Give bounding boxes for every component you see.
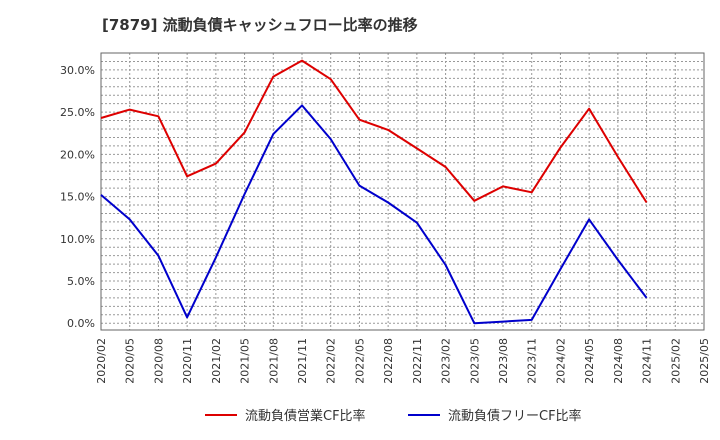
x-tick-label: 2024/11 (641, 338, 654, 384)
y-tick-label: 10.0% (60, 233, 95, 246)
x-tick-label: 2020/11 (181, 338, 194, 384)
x-tick-label: 2020/08 (152, 338, 165, 384)
x-tick-label: 2021/08 (267, 338, 280, 384)
x-tick-label: 2021/02 (210, 338, 223, 384)
x-tick-label: 2025/02 (669, 338, 682, 384)
legend: 流動負債営業CF比率 流動負債フリーCF比率 (205, 408, 582, 424)
chart-title: [7879] 流動負債キャッシュフロー比率の推移 (102, 16, 418, 34)
x-axis-ticks: 2020/02 2020/05 2020/08 2020/11 2021/02 2021/… (95, 338, 711, 384)
legend-label-2: 流動負債フリーCF比率 (448, 408, 582, 424)
x-tick-label: 2021/11 (296, 338, 309, 384)
series-layer (100, 59, 648, 325)
y-axis-ticks: 0.0% 5.0% 10.0% 15.0% 20.0% 25.0% 30.0% (60, 64, 95, 330)
x-tick-label: 2021/05 (239, 338, 252, 384)
y-tick-label: 25.0% (60, 106, 95, 119)
y-tick-label: 15.0% (60, 191, 95, 204)
x-tick-label: 2024/02 (554, 338, 567, 384)
y-tick-label: 0.0% (67, 317, 95, 330)
y-tick-label: 20.0% (60, 148, 95, 161)
x-tick-label: 2023/08 (497, 338, 510, 384)
x-tick-label: 2022/05 (353, 338, 366, 384)
x-tick-label: 2024/05 (583, 338, 596, 384)
series-line-2 (100, 104, 648, 325)
x-tick-label: 2022/11 (411, 338, 424, 384)
legend-label-1: 流動負債営業CF比率 (245, 408, 366, 424)
series-line-1 (100, 59, 648, 204)
x-tick-label: 2023/11 (526, 338, 539, 384)
x-tick-label: 2020/05 (124, 338, 137, 384)
x-tick-label: 2022/02 (325, 338, 338, 384)
x-tick-label: 2022/08 (382, 338, 395, 384)
plot-frame (100, 52, 705, 331)
x-tick-label: 2020/02 (95, 338, 108, 384)
y-tick-label: 30.0% (60, 64, 95, 77)
x-tick-label: 2025/05 (698, 338, 711, 384)
x-tick-label: 2023/02 (440, 338, 453, 384)
y-tick-label: 5.0% (67, 275, 95, 288)
x-tick-label: 2023/05 (468, 338, 481, 384)
x-tick-label: 2024/08 (612, 338, 625, 384)
grid-layer (101, 52, 704, 330)
